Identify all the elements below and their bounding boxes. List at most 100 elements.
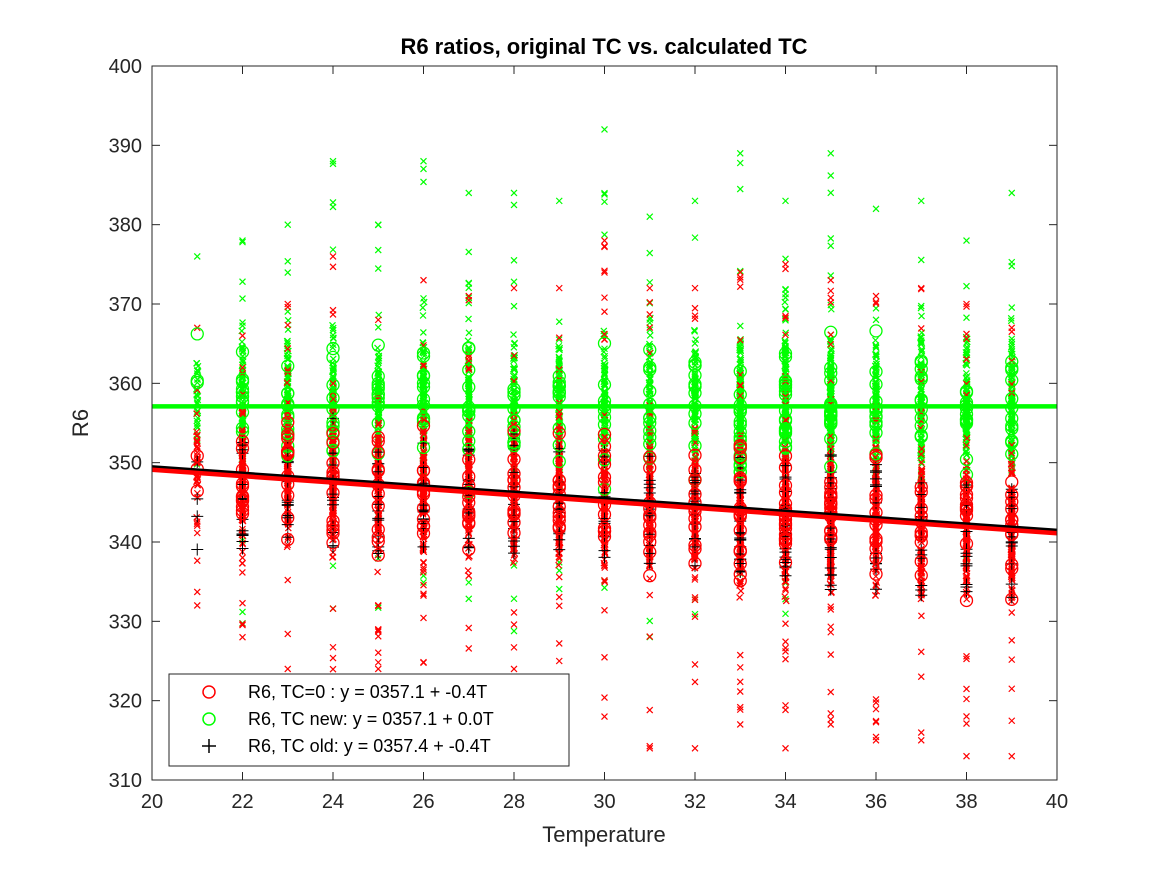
tc-new-circle-point [281,359,295,373]
tc-new-point [374,265,382,272]
tc-new-point [238,343,246,350]
tc-new-point [329,344,337,352]
tc-new-circle-point [326,415,340,430]
tc-zero-point [284,303,292,311]
tc-zero-point [193,439,201,447]
tc-new-circle-point [235,372,250,387]
tc-zero-point [193,557,201,565]
tc-old-point [327,498,339,511]
tc-new-circle-point [326,378,340,392]
tc-new-point [330,367,337,374]
tc-new-point [375,352,383,360]
tc-new-point [419,394,427,402]
tc-new-circle-point [326,419,340,433]
tc-new-point [329,160,337,168]
tc-zero-point [284,468,292,476]
tc-new-circle-point [190,375,204,390]
tc-new-circle-point [371,338,385,352]
tc-old-point [191,543,204,556]
tc-zero-circle-point [326,436,340,450]
tc-zero-point [374,436,382,444]
tc-new-point [284,339,291,347]
tc-zero-point [193,520,201,528]
tc-new-point [329,324,337,332]
tc-new-circle-point [235,396,250,410]
tc-new-point [283,388,291,396]
tc-zero-circle-point [371,534,385,548]
tc-zero-point [329,311,337,318]
tc-new-circle-point [281,439,295,453]
tc-new-point [239,278,246,286]
tc-new-point [238,371,246,379]
tc-new-point [374,323,382,331]
tc-zero-circle-point [281,511,295,525]
tc-zero-point [374,316,382,324]
tc-new-point [329,246,337,254]
tc-zero-point [374,626,382,634]
tc-old-point [372,512,385,525]
tc-zero-point [329,263,337,271]
tc-zero-point [239,599,246,607]
tc-new-point [374,246,382,254]
tc-zero-point [239,620,246,628]
tc-old-point [191,492,204,505]
tc-zero-circle-point [281,428,295,442]
tc-zero-circle-point [190,449,204,463]
tc-zero-point [193,602,201,609]
tc-new-point [194,368,202,375]
tc-zero-point [284,576,292,584]
tc-new-point [239,319,246,327]
tc-new-circle-point [326,402,340,416]
tc-zero-point [193,432,201,440]
tc-zero-point [329,665,337,673]
tc-new-point [374,221,382,229]
tc-zero-point [329,395,337,403]
tc-zero-point [239,559,246,567]
tc-new-point [193,379,201,386]
tc-zero-point [374,628,382,636]
tc-new-point [193,370,201,377]
tc-zero-point [374,601,382,609]
tc-new-circle-point [371,387,385,402]
tc-zero-circle-point [281,415,295,429]
tc-zero-circle-point [281,444,295,458]
tc-new-point [193,417,201,425]
tc-zero-circle-point [371,548,385,562]
tc-new-circle-point [235,385,250,399]
tc-new-point [193,422,201,430]
tc-new-circle-point [371,416,385,430]
tc-zero-point [329,643,337,651]
tc-zero-point [239,554,246,562]
tc-new-point [239,397,247,405]
tc-new-point [194,362,202,370]
tc-zero-circle-point [190,484,204,498]
tc-zero-point [238,456,246,464]
tc-new-point [284,352,291,360]
tc-new-point [194,392,202,400]
tc-new-point [329,198,337,206]
tc-new-point [329,157,337,165]
tc-zero-circle-point [326,519,340,533]
tc-zero-point [238,569,246,576]
tc-zero-point [284,321,292,329]
tc-zero-circle-point [235,434,250,449]
tc-zero-circle-point [371,530,385,544]
tc-zero-circle-point [281,532,295,547]
tc-new-point [419,312,427,319]
tc-new-point [283,380,291,388]
tc-zero-point [284,432,292,439]
tc-zero-circle-point [235,500,250,514]
tc-zero-point [194,475,202,483]
tc-zero-point [374,665,382,673]
tc-new-point [239,358,247,366]
tc-new-circle-point [190,327,204,341]
tc-zero-point [374,625,382,633]
tc-zero-point [284,630,292,638]
plot-area: 20 22 24 26 28 30 32 34 36 38 40310320330340350360… [109,56,1069,813]
tc-old-point [327,539,339,552]
tc-new-circle-point [235,421,250,435]
tc-zero-point [239,407,246,415]
tc-zero-point [374,658,382,666]
tc-new-point [375,370,382,378]
